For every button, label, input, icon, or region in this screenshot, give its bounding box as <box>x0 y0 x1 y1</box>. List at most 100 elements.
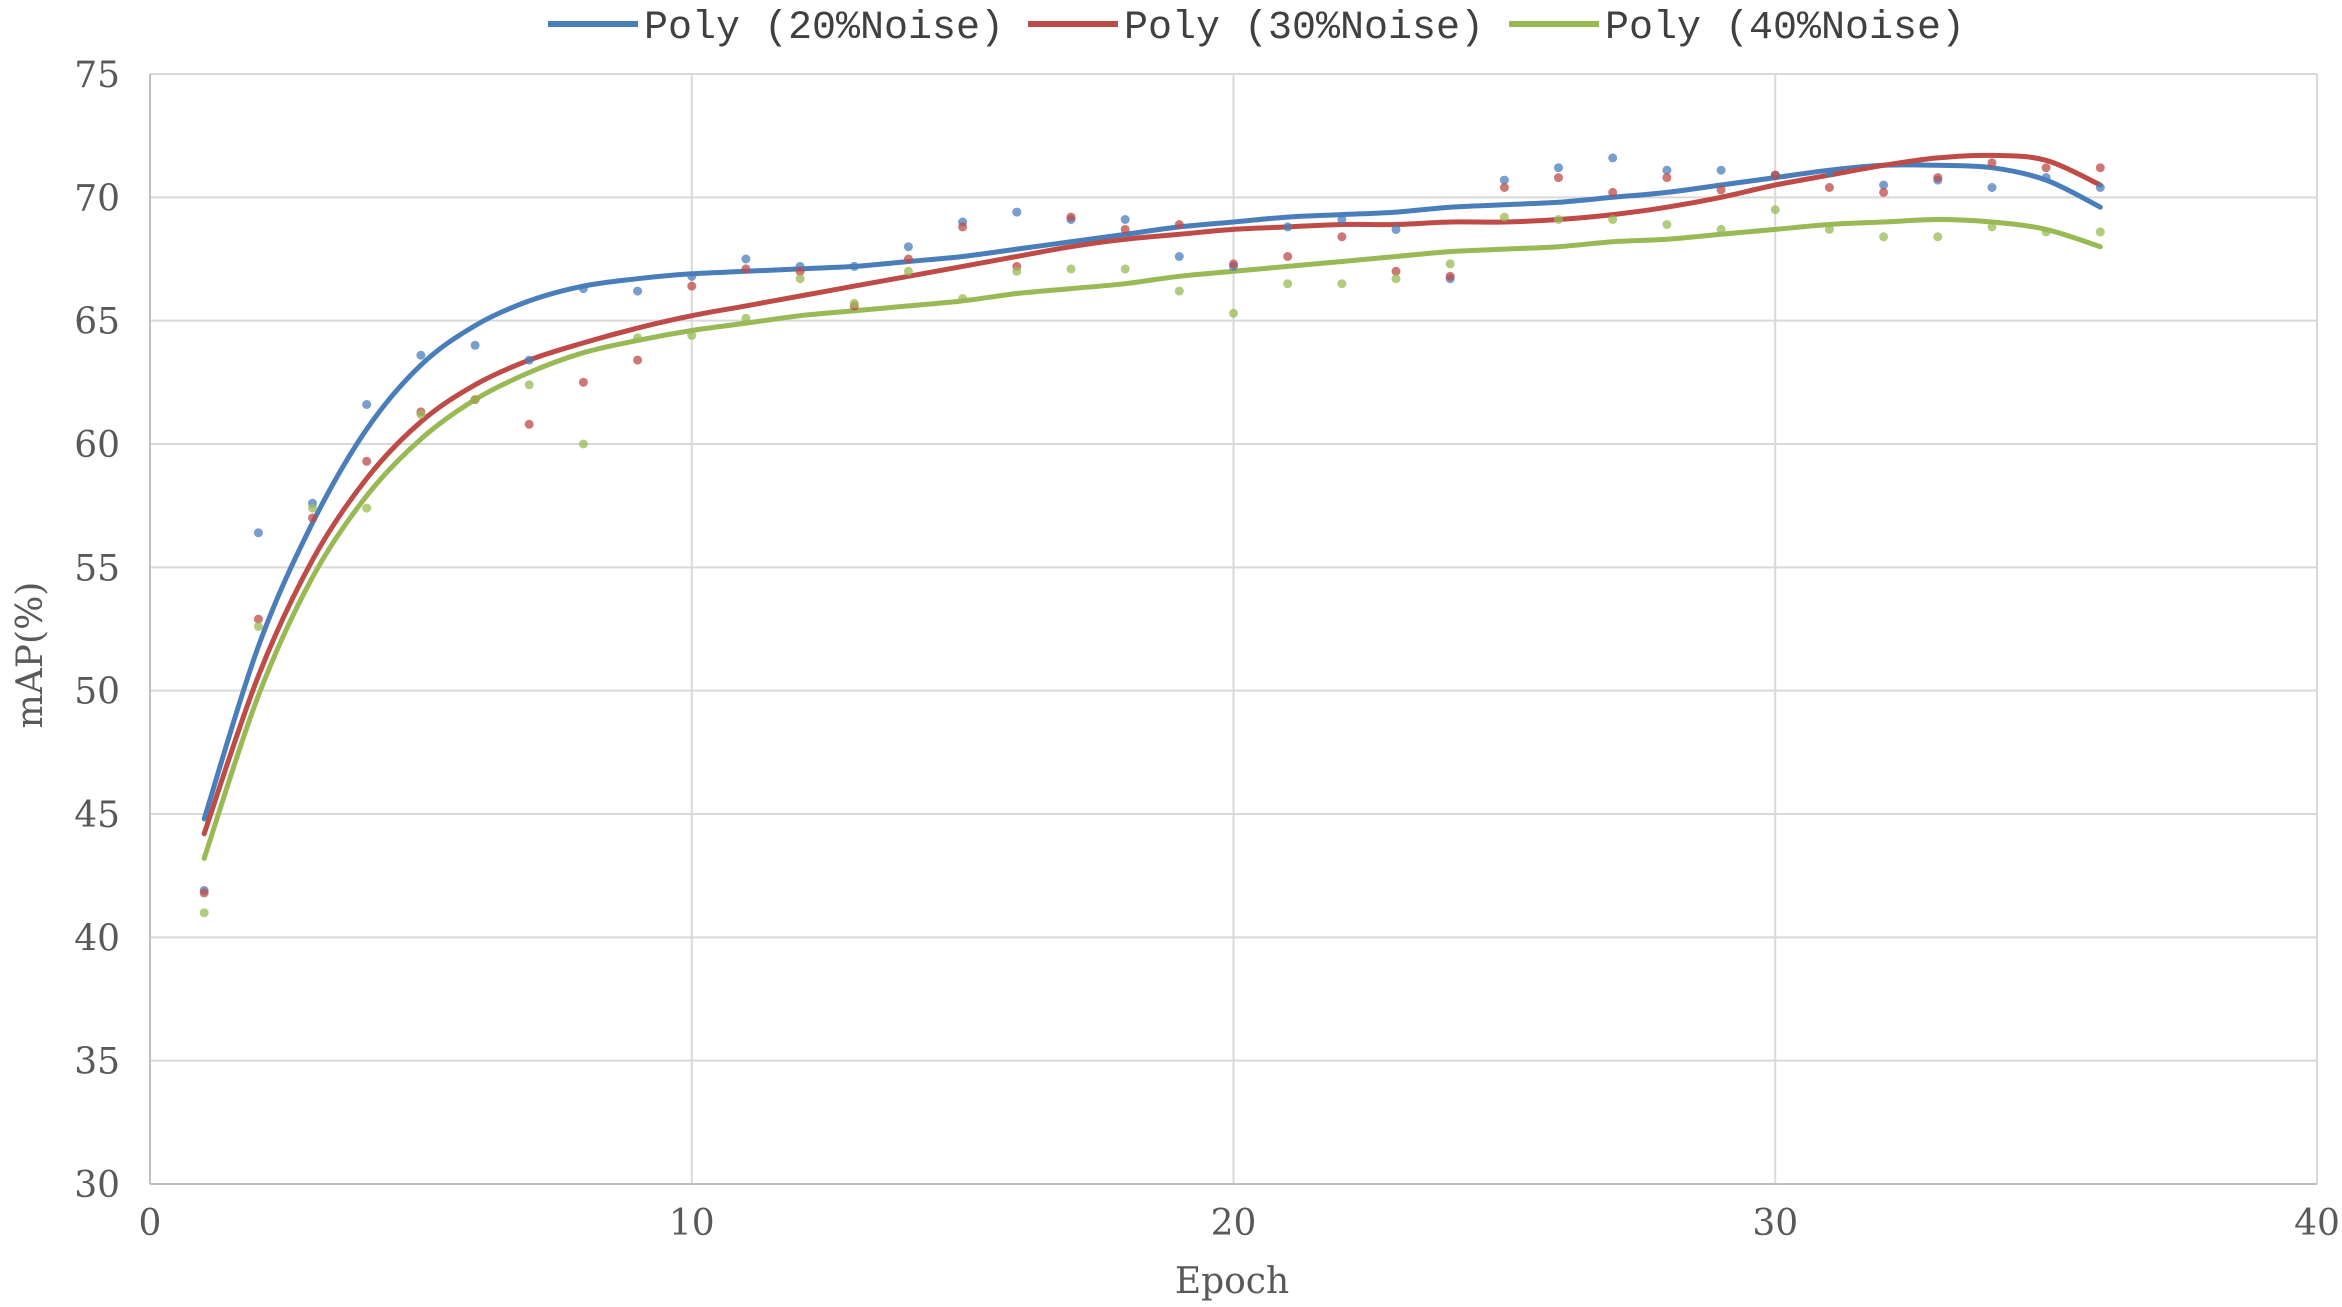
legend-label: Poly (30%Noise) <box>1124 6 1484 51</box>
y-tick-label: 30 <box>74 1165 120 1206</box>
data-point <box>1662 173 1672 183</box>
data-point <box>1445 259 1455 269</box>
data-point <box>362 503 372 513</box>
gridlines <box>150 73 2318 1184</box>
data-point <box>524 355 534 365</box>
data-point <box>1716 165 1726 175</box>
data-point <box>1879 232 1889 242</box>
data-point <box>1716 185 1726 195</box>
y-axis-title: mAP(%) <box>10 582 51 729</box>
data-point <box>633 355 643 365</box>
x-tick-label: 40 <box>2294 1203 2340 1244</box>
data-point <box>1770 170 1780 180</box>
y-tick-label: 60 <box>74 425 120 466</box>
data-point <box>1174 286 1184 296</box>
y-tick-label: 75 <box>74 55 120 96</box>
legend-label: Poly (40%Noise) <box>1605 6 1965 51</box>
data-point <box>741 254 751 264</box>
data-point <box>2095 227 2105 237</box>
data-point <box>253 528 263 538</box>
data-point <box>578 439 588 449</box>
data-point <box>1987 222 1997 232</box>
data-point <box>1391 224 1401 234</box>
y-tick-label: 40 <box>74 918 120 959</box>
data-point <box>633 286 643 296</box>
data-point <box>308 513 317 523</box>
data-point <box>903 254 913 264</box>
data-points <box>199 153 2105 918</box>
data-point <box>1283 279 1293 289</box>
data-point <box>199 908 209 918</box>
data-point <box>1120 224 1130 234</box>
tick-labels: 30 35 40 45 50 55 60 65 70 75 0 10 20 30 40 <box>74 55 2340 1244</box>
data-point <box>1391 274 1401 284</box>
data-point <box>1824 183 1834 192</box>
axes <box>149 74 2317 1185</box>
data-point <box>903 266 913 276</box>
x-tick-label: 20 <box>1211 1203 1257 1244</box>
y-tick-label: 50 <box>74 672 120 713</box>
data-point <box>253 622 263 631</box>
data-point <box>2041 173 2051 183</box>
data-point <box>1499 212 1509 222</box>
data-point <box>416 350 426 360</box>
data-point <box>1608 153 1618 163</box>
data-point <box>1554 173 1563 183</box>
data-point <box>1554 215 1563 224</box>
x-axis-title: Epoch <box>1175 1261 1289 1302</box>
data-point <box>199 888 209 898</box>
data-point <box>1499 183 1509 192</box>
data-point <box>1824 168 1834 178</box>
data-point <box>1120 264 1130 274</box>
data-point <box>687 331 697 340</box>
x-tick-label: 10 <box>669 1203 715 1244</box>
data-point <box>795 274 805 284</box>
data-point <box>2095 163 2105 173</box>
data-point <box>578 377 588 387</box>
data-point <box>470 395 480 405</box>
data-point <box>1554 163 1563 173</box>
data-point <box>903 242 913 252</box>
x-tick-label: 0 <box>139 1203 162 1244</box>
y-tick-label: 35 <box>74 1042 120 1083</box>
legend: Poly (20%Noise) Poly (30%Noise) Poly (40%N… <box>548 6 1965 51</box>
data-point <box>1608 187 1618 197</box>
fit-line-series-2 <box>201 152 2103 837</box>
fit-lines <box>201 152 2103 861</box>
data-point <box>958 294 968 303</box>
data-point <box>524 380 534 390</box>
legend-label: Poly (20%Noise) <box>644 6 1004 51</box>
data-point <box>1662 220 1672 229</box>
y-tick-label: 65 <box>74 302 120 343</box>
data-point <box>1662 165 1672 175</box>
data-point <box>1987 158 1997 168</box>
data-point <box>1229 259 1238 269</box>
data-point <box>1012 207 1022 217</box>
data-point <box>633 333 643 343</box>
data-point <box>362 456 372 466</box>
data-point <box>1933 173 1943 183</box>
data-point <box>578 284 588 294</box>
data-point <box>1337 232 1347 242</box>
data-point <box>1283 252 1293 261</box>
data-point <box>253 614 263 624</box>
fit-line-series-3 <box>201 217 2103 861</box>
y-tick-label: 45 <box>74 795 120 836</box>
data-point <box>1066 212 1076 222</box>
data-point <box>1229 308 1238 318</box>
data-point <box>308 503 317 513</box>
y-tick-label: 70 <box>74 178 120 219</box>
data-point <box>1987 183 1997 192</box>
data-point <box>687 271 697 281</box>
data-point <box>1716 224 1726 234</box>
data-point <box>1933 232 1943 242</box>
data-point <box>1770 205 1780 215</box>
data-point <box>416 409 426 419</box>
data-point <box>1066 264 1076 274</box>
y-tick-label: 55 <box>74 548 120 589</box>
data-point <box>1283 222 1293 232</box>
data-point <box>1445 271 1455 281</box>
data-point <box>1174 220 1184 229</box>
data-point <box>1120 215 1130 224</box>
